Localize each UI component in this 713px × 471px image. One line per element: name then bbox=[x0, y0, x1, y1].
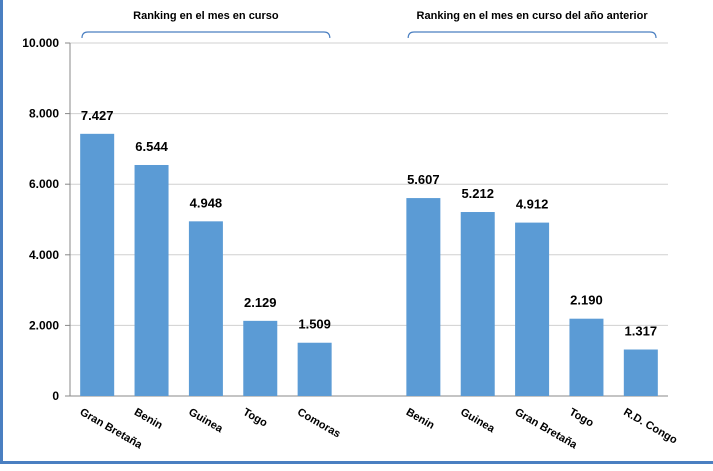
frame-bottom-border bbox=[0, 461, 713, 464]
category-label: Togo bbox=[567, 406, 596, 430]
bar bbox=[569, 318, 604, 396]
data-label: 7.427 bbox=[81, 108, 114, 123]
data-label: 2.190 bbox=[570, 293, 603, 308]
bar bbox=[188, 221, 223, 396]
y-tick-label: 2.000 bbox=[29, 318, 59, 332]
bar bbox=[134, 164, 169, 396]
group-bracket bbox=[81, 31, 331, 39]
bar bbox=[460, 212, 495, 396]
bar bbox=[80, 133, 115, 396]
bar bbox=[406, 198, 441, 396]
data-label: 1.317 bbox=[625, 324, 658, 339]
y-tick-label: 8.000 bbox=[29, 107, 59, 121]
bar bbox=[515, 222, 550, 396]
group-bracket bbox=[407, 31, 657, 39]
category-label: Guinea bbox=[186, 406, 225, 435]
category-label: Benin bbox=[404, 406, 437, 432]
data-label: 6.544 bbox=[135, 139, 168, 154]
bar bbox=[623, 349, 658, 396]
group-title: Ranking en el mes en curso bbox=[133, 10, 279, 22]
y-tick-label: 0 bbox=[52, 389, 59, 403]
data-label: 1.509 bbox=[298, 317, 331, 332]
group-title: Ranking en el mes en curso del año anter… bbox=[417, 10, 649, 22]
category-label: Guinea bbox=[458, 406, 497, 435]
category-label: Benin bbox=[132, 406, 165, 432]
data-label: 5.607 bbox=[407, 172, 440, 187]
data-label: 4.948 bbox=[190, 195, 223, 210]
data-label: 2.129 bbox=[244, 295, 277, 310]
y-tick-label: 4.000 bbox=[29, 248, 59, 262]
data-label: 5.212 bbox=[461, 186, 494, 201]
category-label: R.D. Congo bbox=[621, 406, 679, 446]
bar bbox=[297, 342, 332, 396]
frame-left-border bbox=[0, 0, 3, 462]
data-label: 4.912 bbox=[516, 197, 549, 212]
category-label: Togo bbox=[241, 406, 270, 430]
bar bbox=[243, 320, 278, 396]
y-tick-label: 10.000 bbox=[22, 36, 59, 50]
category-label: Comoras bbox=[295, 406, 342, 440]
y-tick-label: 6.000 bbox=[29, 177, 59, 191]
